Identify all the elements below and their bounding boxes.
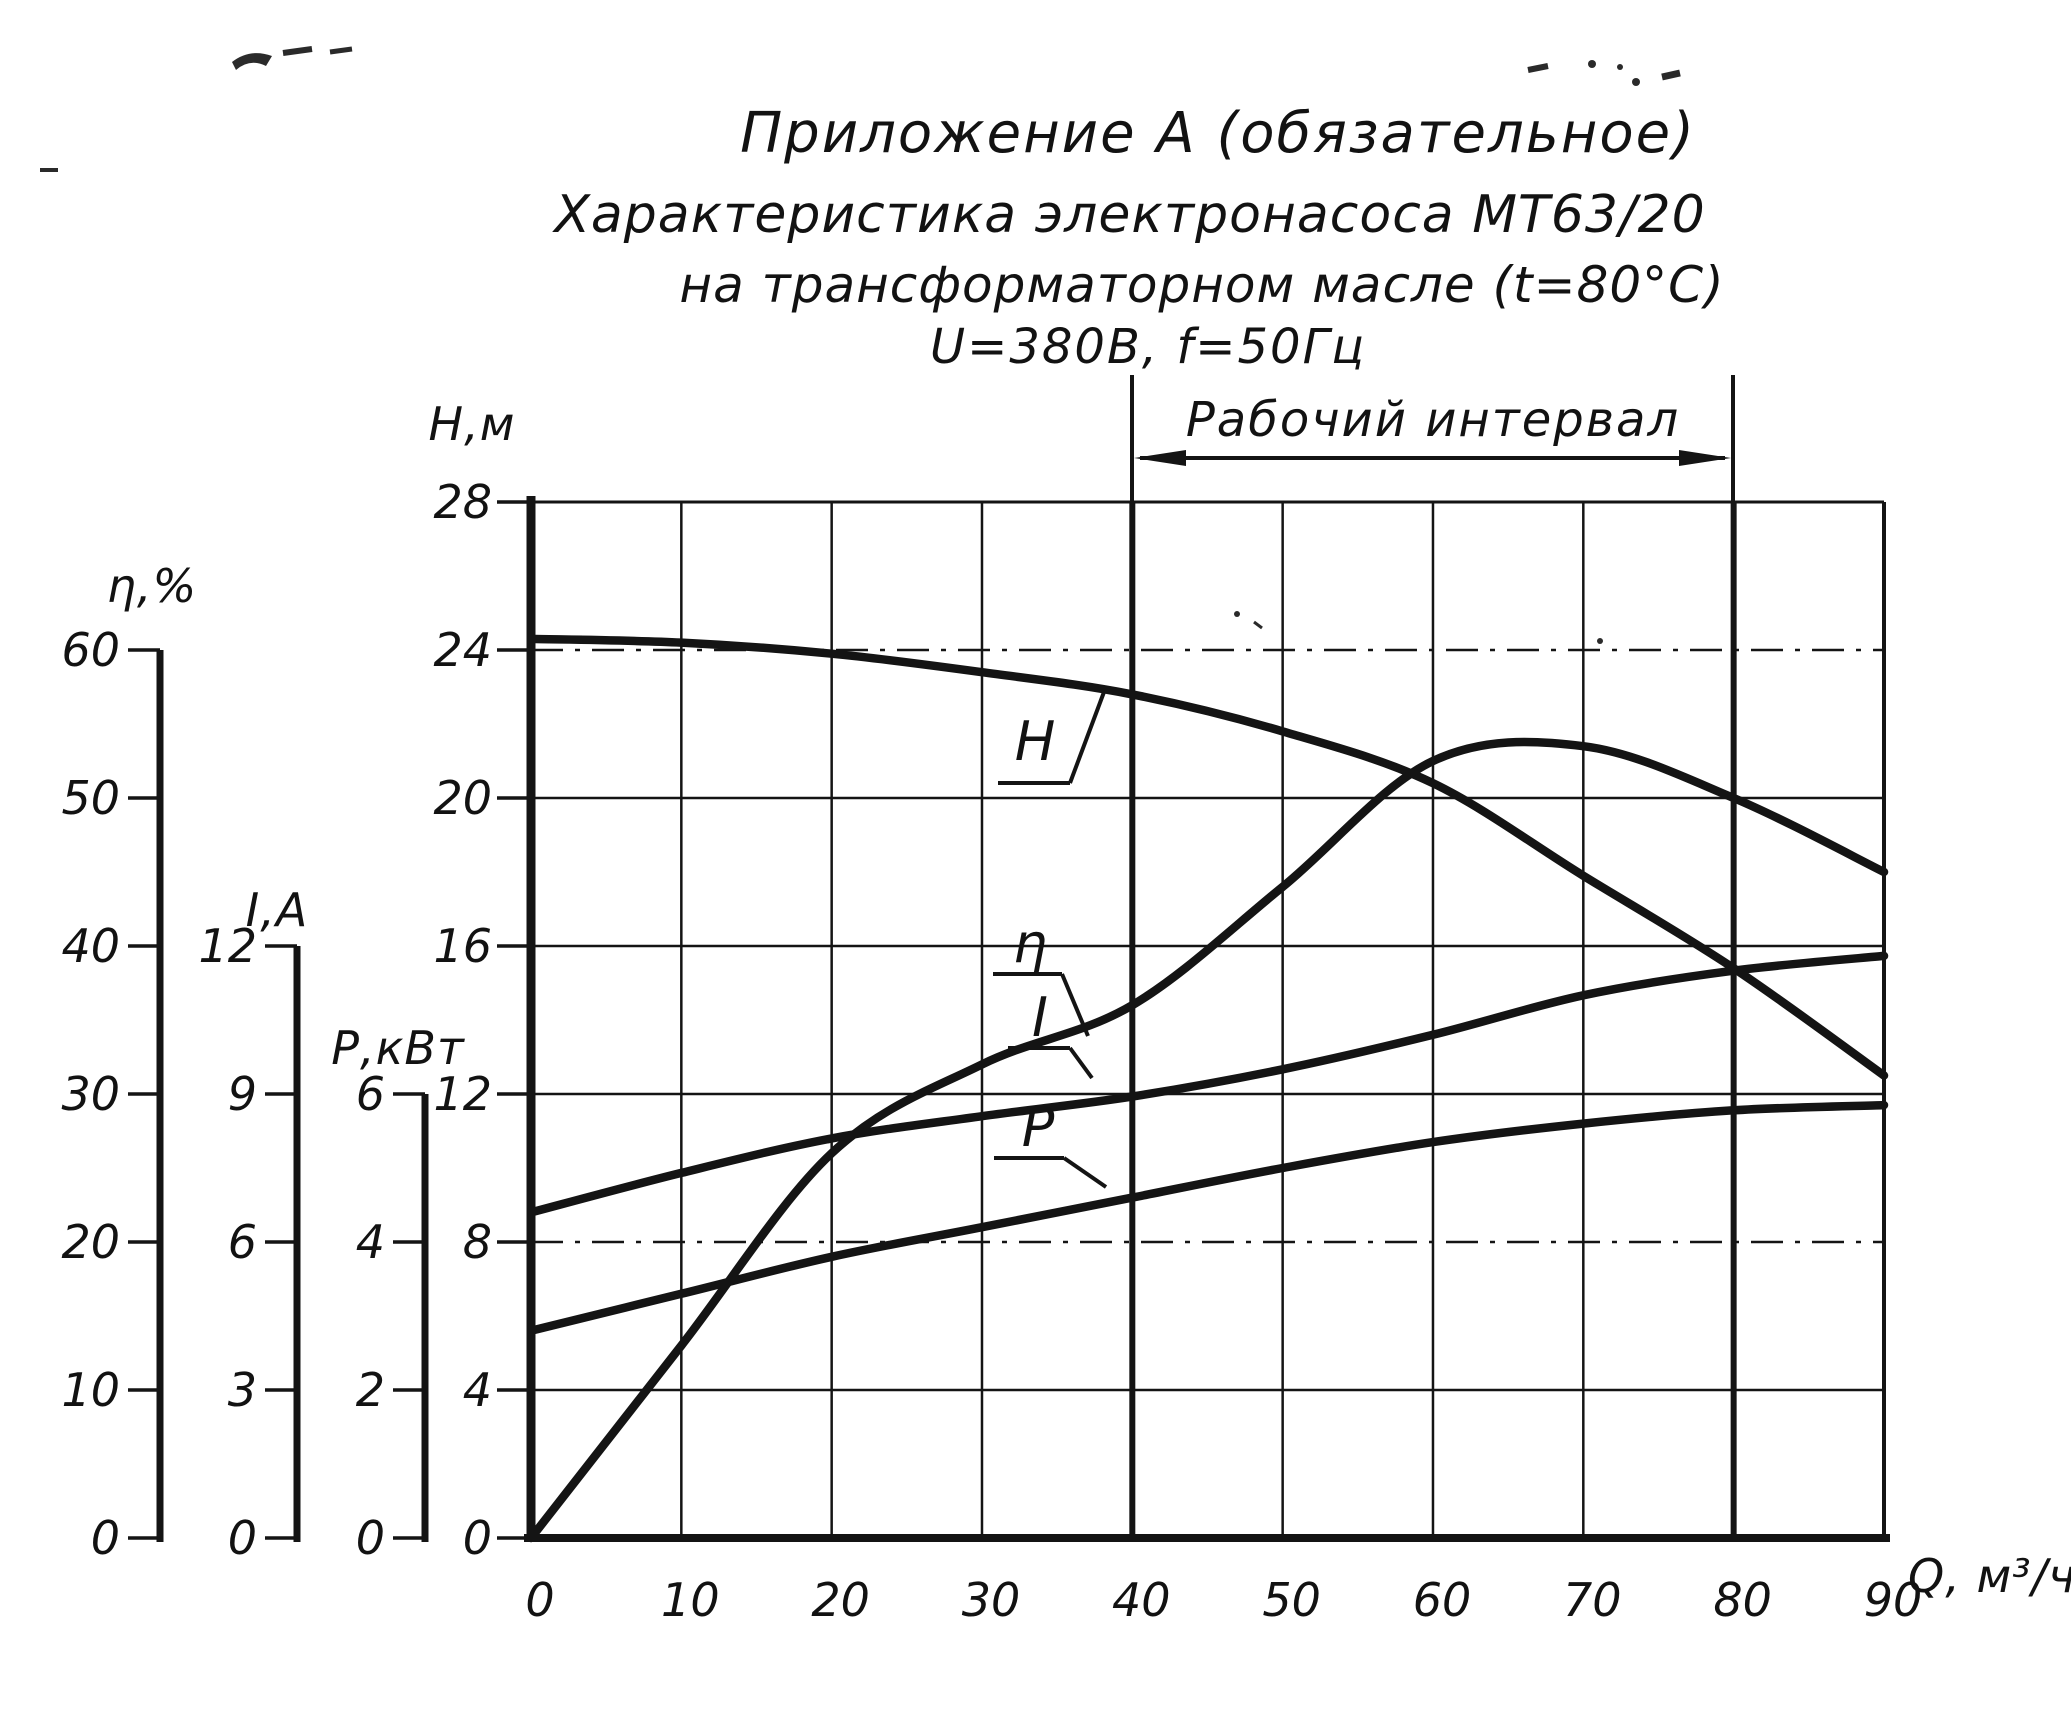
eta-axis-tick-label: 40 [61,919,120,973]
power-axis-tick-label: 6 [356,1067,385,1121]
eta-axis-tick-label: 10 [61,1363,120,1417]
curve-current [526,951,1889,1217]
auxiliary-axes [128,500,531,1542]
eta-axis-tick-label: 30 [61,1067,120,1121]
power-axis-title: Р,кВт [331,1021,465,1075]
page-title: Приложение А (обязательное) [740,101,1696,166]
curve-eta [526,737,1889,1543]
flow-axis-tick-label: 0 [525,1573,554,1627]
working-interval-label: Рабочий интервал [1186,392,1680,448]
callout-eta: η [993,912,1090,1037]
curve-label-P: P [1022,1096,1055,1159]
current-axis-tick-label: 6 [228,1215,257,1269]
curve-callouts: H η I P [993,691,1108,1189]
grid [531,502,1884,1538]
power-axis-tick-label: 4 [356,1215,385,1269]
curve-power [526,1100,1889,1336]
callout-I: I [1008,986,1094,1080]
curve-label-eta: η [1013,912,1047,975]
scan-artifact [1632,78,1640,86]
head-axis-tick-label: 0 [463,1511,492,1565]
current-axis-tick-label: 0 [228,1511,257,1565]
curve-head [526,634,1889,1080]
current-axis-tick-label: 3 [228,1363,257,1417]
callout-leader [1068,691,1106,784]
chart-conditions: U=380В, f=50Гц [930,319,1366,375]
head-axis-tick-label: 12 [433,1067,492,1121]
power-axis-tick-label: 0 [356,1511,385,1565]
flow-axis-tick-label: 90 [1864,1573,1923,1627]
scan-artifact [1527,63,1549,73]
scan-artifact [1597,638,1603,644]
eta-axis-tick-label: 50 [61,771,120,825]
callout-leader [1068,1046,1094,1080]
interval-arrowhead-right-icon [1679,450,1731,466]
current-axis-tick-label: 9 [228,1067,257,1121]
head-axis-tick-label: 16 [433,919,492,973]
eta-axis-title: η,% [107,559,198,613]
head-axis-title: Н,м [429,397,516,451]
head-axis-tick-label: 28 [433,475,492,529]
flow-axis-tick-label: 50 [1262,1573,1321,1627]
eta-axis-tick-label: 0 [91,1511,120,1565]
current-axis-tick-label: 12 [198,919,257,973]
plot-frame [524,496,1890,1542]
interval-arrowhead-left-icon [1134,450,1186,466]
scan-artifact [1617,64,1623,70]
eta-axis-tick-label: 60 [61,623,120,677]
scan-artifact [1588,60,1596,68]
callout-leader [1060,973,1090,1037]
scan-artifact [1234,611,1240,617]
flow-axis-title: Q, м³/ч [1908,1549,2071,1603]
scan-artifacts [40,46,1681,644]
scan-artifact [1661,69,1681,81]
scan-artifact [1253,620,1263,630]
curve-label-H: H [1015,710,1056,773]
flow-axis-tick-label: 20 [811,1573,870,1627]
curves [526,634,1889,1543]
head-axis-tick-label: 8 [463,1215,492,1269]
scan-artifact [282,46,313,56]
head-axis-tick-label: 20 [433,771,492,825]
chart-subtitle: на трансформаторном масле (t=80°C) [679,256,1724,314]
working-interval: Рабочий интервал [1130,375,1735,502]
eta-axis-tick-label: 20 [61,1215,120,1269]
flow-axis-tick-label: 30 [962,1573,1021,1627]
current-axis-title: I,A [246,883,309,937]
flow-axis-tick-label: 60 [1413,1573,1472,1627]
curve-label-I: I [1032,986,1048,1049]
head-axis-tick-label: 4 [463,1363,492,1417]
head-axis-tick-label: 24 [433,623,492,677]
callout-H: H [998,691,1106,785]
scan-artifact [329,46,353,55]
flow-axis-tick-label: 10 [661,1573,720,1627]
axis-titles: Н,м η,% I,A Р,кВт Q, м³/ч [107,397,2071,1603]
power-axis-tick-label: 2 [356,1363,385,1417]
flow-axis-tick-label: 70 [1563,1573,1622,1627]
callout-P: P [994,1096,1108,1189]
flow-axis-tick-label: 80 [1713,1573,1772,1627]
scan-artifact [232,53,272,70]
chart-title: Характеристика электронасоса МТ63/20 [551,185,1705,245]
flow-axis-tick-label: 40 [1112,1573,1171,1627]
title-block: Приложение А (обязательное) Характеристи… [551,101,1724,375]
callout-leader [1062,1156,1108,1189]
